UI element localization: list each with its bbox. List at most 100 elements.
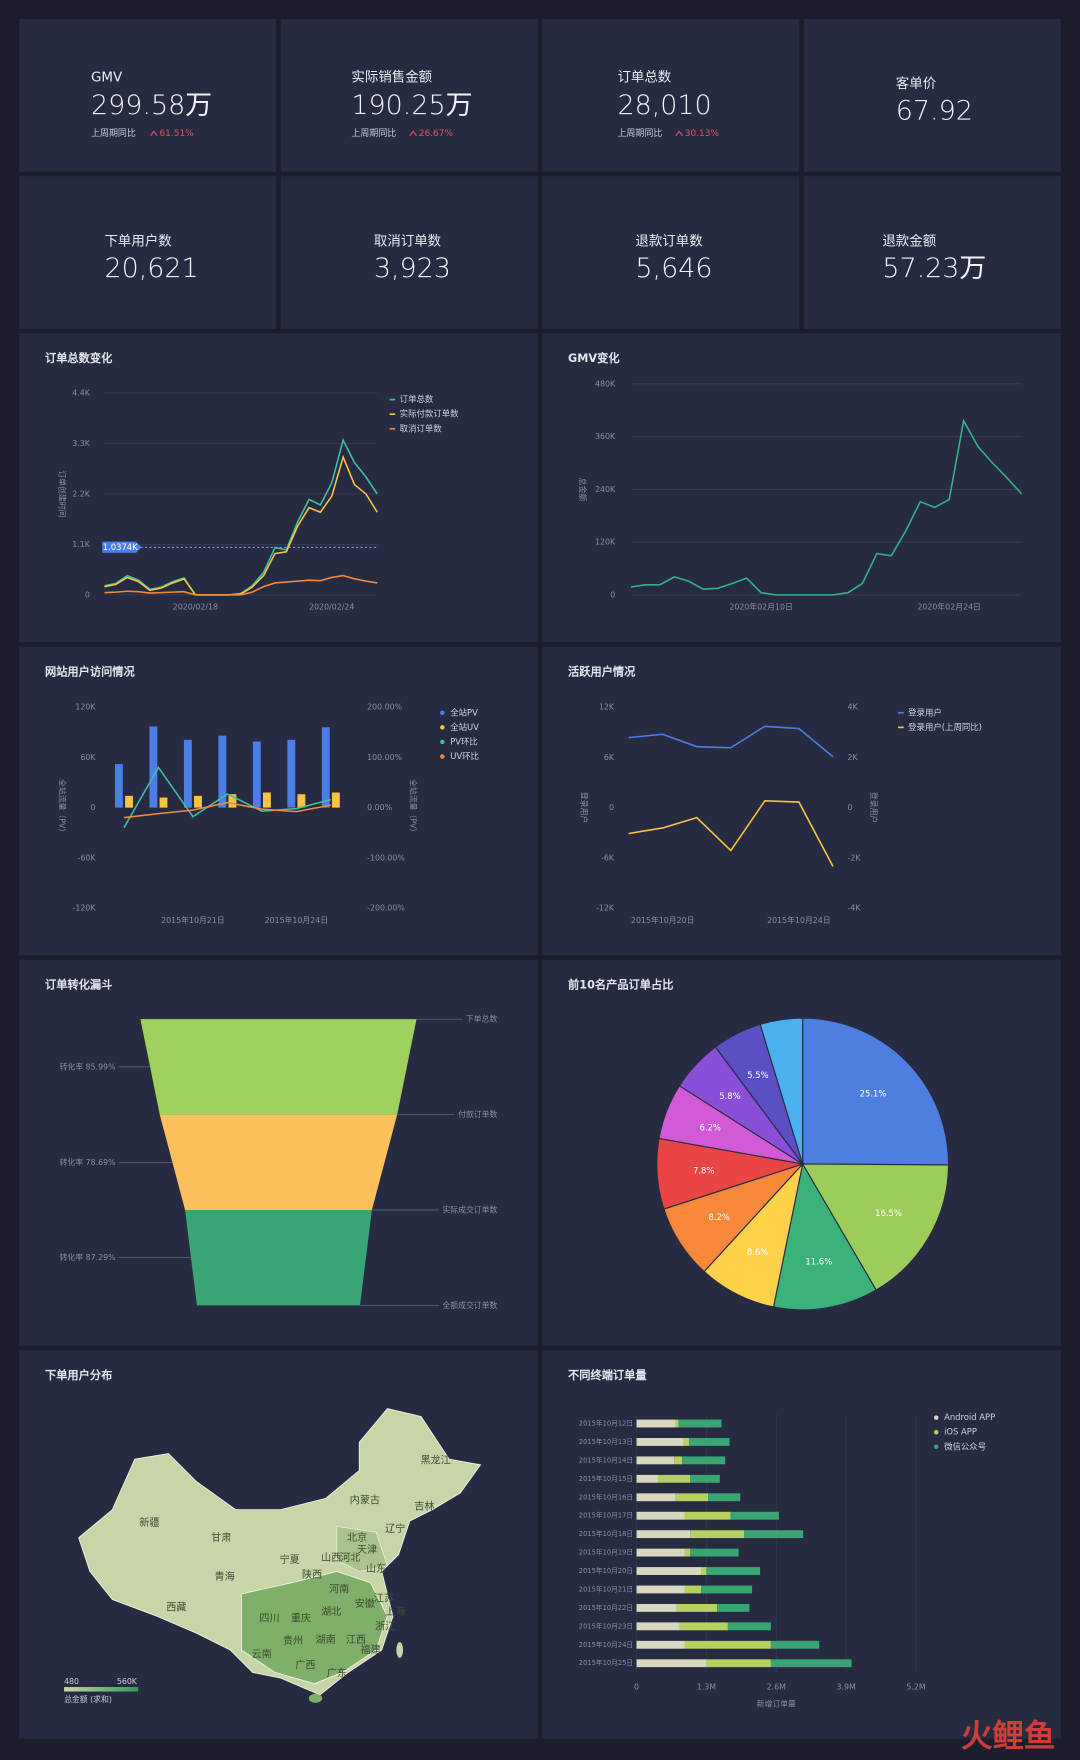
panel <box>280 176 538 329</box>
bar-segment <box>690 1530 745 1539</box>
bar-segment <box>684 1511 731 1520</box>
bar-segment <box>744 1530 804 1539</box>
panel <box>280 19 538 172</box>
bar-segment <box>770 1640 820 1649</box>
y2-tick-label: -200.00% <box>367 904 405 913</box>
y-tick-label: 2015年10月18日 <box>579 1529 633 1538</box>
region-label: 广东 <box>327 1667 347 1680</box>
pie-label: 8.2% <box>709 1212 730 1222</box>
bar-segment <box>708 1493 741 1502</box>
region-label: 四川 <box>259 1614 279 1625</box>
y-tick-label: 480K <box>595 379 616 388</box>
bar-segment <box>636 1511 685 1520</box>
y-tick-label: 6K <box>604 753 615 762</box>
y2-tick-label: 2K <box>848 753 859 762</box>
bar-segment <box>706 1567 761 1575</box>
bar <box>228 794 237 808</box>
y-tick-label: 0 <box>609 803 614 812</box>
y2-tick-label: 200.00% <box>367 703 402 712</box>
region-label: 北京 <box>347 1531 367 1544</box>
panel <box>542 333 1061 643</box>
panel <box>542 19 800 172</box>
kpi-change: 26.67% <box>419 129 454 139</box>
bar-segment <box>683 1438 690 1446</box>
line <box>104 574 378 596</box>
line <box>104 454 378 596</box>
bar-segment <box>636 1567 702 1575</box>
y-tick-label: -12K <box>596 904 615 913</box>
legend-label: Android APP <box>944 1412 995 1422</box>
stage-label: 下单总数 <box>466 1014 498 1024</box>
x-tick-label: 2020年02月10日 <box>729 602 792 612</box>
chart-title: 网站用户访问情况 <box>45 664 136 678</box>
kpi-value: 57.23万 <box>882 253 986 284</box>
pie-label: 7.8% <box>693 1165 714 1175</box>
y-tick-label: 240K <box>595 485 616 494</box>
kpi-compare-label: 上周期同比 <box>617 127 662 139</box>
bar-segment <box>678 1419 722 1428</box>
y-tick-label: 0 <box>610 590 615 599</box>
y-tick-label: 2.2K <box>72 489 90 498</box>
y-tick-label: -120K <box>73 904 97 913</box>
legend-label: 全站PV <box>450 707 478 717</box>
legend-label: 登录用户 <box>908 707 942 717</box>
region-label: 河南 <box>329 1582 349 1595</box>
funnel-segment <box>140 1019 417 1115</box>
region-label: 山西 <box>321 1552 341 1564</box>
map-region-dark <box>240 1570 388 1685</box>
panel <box>19 19 277 172</box>
bar <box>321 727 330 808</box>
y-tick-label: 120K <box>75 703 96 712</box>
y-tick-label: 4.4K <box>72 388 90 397</box>
region-label: 江苏 <box>374 1591 394 1604</box>
kpi-compare-label: 上周期同比 <box>351 127 396 139</box>
bar-segment <box>636 1456 675 1465</box>
y2-tick-label: -100.00% <box>367 853 405 862</box>
y-tick-label: 2015年10月20日 <box>579 1566 633 1575</box>
kpi-label: 实际销售金额 <box>351 69 432 85</box>
y-tick-label: -6K <box>601 853 615 862</box>
y-tick-label: 2015年10月14日 <box>579 1455 633 1464</box>
pie-label: 11.6% <box>805 1256 832 1266</box>
pie-label: 16.5% <box>875 1208 902 1218</box>
pie-slice <box>772 1162 877 1311</box>
x-tick-label: 0 <box>634 1683 639 1692</box>
chart-title: 订单总数变化 <box>45 351 113 365</box>
bar <box>218 735 227 808</box>
legend-swatch <box>933 1430 939 1435</box>
y2-tick-label: 100.00% <box>367 753 402 762</box>
region-label: 甘肃 <box>211 1531 231 1544</box>
bar-segment <box>675 1419 679 1428</box>
kpi-label: 订单总数 <box>617 69 671 85</box>
bar-segment <box>636 1622 680 1631</box>
legend-swatch <box>440 725 445 730</box>
conversion-label: 转化率 87.29% <box>60 1252 116 1262</box>
region-label: 广西 <box>295 1660 315 1672</box>
y2-tick-label: 0.00% <box>367 803 392 812</box>
x-tick-label: 2020年02月24日 <box>917 602 980 612</box>
bar-segment <box>676 1603 718 1612</box>
y-tick-label: 2015年10月13日 <box>579 1437 633 1446</box>
bar-segment <box>636 1585 685 1594</box>
map-island <box>396 1642 404 1658</box>
kpi-value: 190.25万 <box>351 90 472 121</box>
region-label: 青海 <box>214 1570 234 1583</box>
panel <box>542 646 1061 956</box>
panel <box>19 176 277 329</box>
x-tick-label: 2015年10月21日 <box>161 915 224 925</box>
funnel-segment <box>159 1114 398 1210</box>
bar-segment <box>690 1474 720 1483</box>
y-tick-label: 2015年10月25日 <box>579 1658 633 1667</box>
chart-title: 前10名产品订单占比 <box>568 978 673 992</box>
x-tick-label: 2020/02/18 <box>173 603 218 612</box>
bar-segment <box>636 1474 659 1483</box>
region-label: 重庆 <box>291 1612 311 1625</box>
pie-label: 6.2% <box>699 1123 720 1133</box>
conversion-label: 转化率 78.69% <box>60 1157 116 1167</box>
legend-label: UV环比 <box>450 751 479 761</box>
y-axis-label: 全站流量（PV） <box>57 779 67 836</box>
y-tick-label: 2015年10月24日 <box>579 1640 633 1649</box>
legend-swatch <box>440 710 445 715</box>
y-tick-label: 120K <box>595 538 616 547</box>
